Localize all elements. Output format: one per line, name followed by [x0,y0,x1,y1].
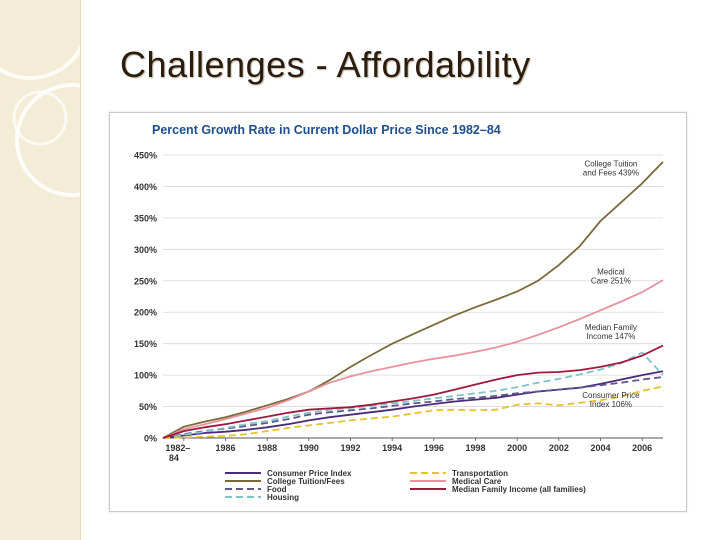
series-line-cpi [162,370,664,439]
decorative-side-strip [0,0,81,540]
y-tick-label: 200% [134,308,157,318]
chart-title: Percent Growth Rate in Current Dollar Pr… [152,123,501,137]
series-line-medical [162,279,664,439]
y-tick-label: 250% [134,276,157,286]
x-tick-label: 1982– [165,443,190,453]
x-tick-label: 1990 [299,443,319,453]
legend-label-median_income: Median Family Income (all families) [452,485,586,494]
y-tick-label: 50% [139,402,157,412]
y-tick-label: 100% [134,371,157,381]
series-line-median_income [162,344,664,439]
x-tick-label: 2004 [590,443,610,453]
series-line-food [162,376,664,439]
y-tick-label: 400% [134,182,157,192]
series-line-housing [162,351,664,439]
x-tick-label: 2006 [632,443,652,453]
annotation-label: Consumer Price Index 106% [582,391,640,409]
x-tick-label: 1994 [382,443,402,453]
legend-label-tuition: College Tuition/Fees [267,477,345,486]
legend-label-food: Food [267,485,287,494]
x-tick-label: 2002 [549,443,569,453]
legend-label-housing: Housing [267,493,299,502]
y-tick-label: 350% [134,213,157,223]
y-tick-label: 0% [144,434,157,444]
y-tick-label: 450% [134,151,157,161]
annotation-label: Median Family Income 147% [585,323,637,341]
x-tick-label: 1988 [257,443,277,453]
x-tick-label: 1992 [340,443,360,453]
annotation-label: College Tuition and Fees 439% [583,159,639,177]
legend-label-transportation: Transportation [452,469,508,478]
y-tick-label: 300% [134,245,157,255]
x-tick-label: 1998 [465,443,485,453]
slide-title: Challenges - Affordability [120,44,531,85]
legend-label-medical: Medical Care [452,477,502,486]
chart-container: Percent Growth Rate in Current Dollar Pr… [109,112,687,512]
series-line-transportation [162,385,664,439]
x-tick-label: 2000 [507,443,527,453]
annotation-label: Medical Care 251% [591,267,631,285]
x-tick-label-cont: 84 [169,453,179,463]
y-tick-label: 150% [134,339,157,349]
x-tick-label: 1996 [424,443,444,453]
growth-rate-chart: Percent Growth Rate in Current Dollar Pr… [134,123,664,502]
x-tick-label: 1986 [215,443,235,453]
series-line-tuition [162,161,664,439]
legend-label-cpi: Consumer Price Index [267,469,352,478]
decorative-circles [0,45,80,197]
